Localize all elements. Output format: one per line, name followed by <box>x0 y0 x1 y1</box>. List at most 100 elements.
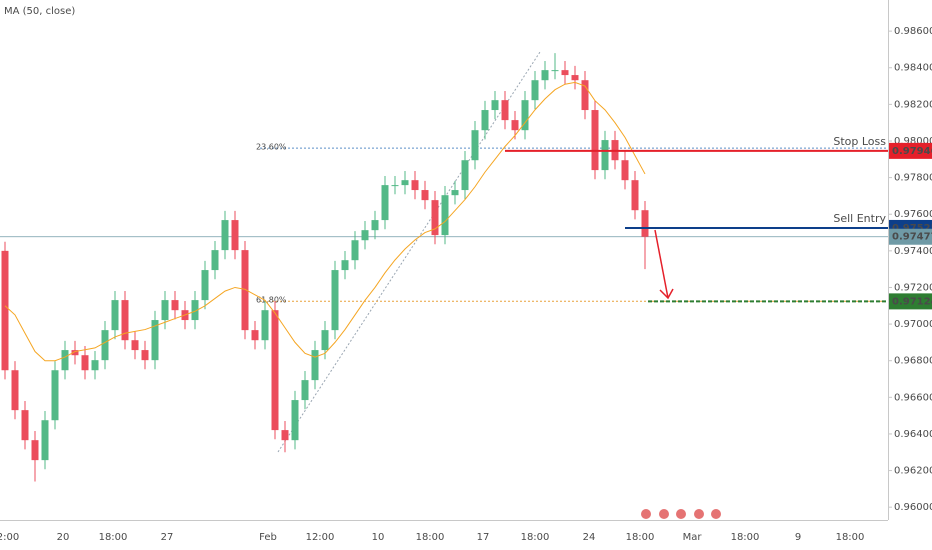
candle-body <box>101 330 109 361</box>
y-tick-label: 0.98200 <box>894 99 932 110</box>
candle-body <box>91 360 99 371</box>
candle-body <box>61 350 69 371</box>
x-tick-label: 12:00 <box>306 532 335 543</box>
candle-body <box>501 100 509 121</box>
candle-body <box>591 110 599 171</box>
ma-line <box>4 81 646 362</box>
price-tag-label: 0.97477 <box>892 232 932 243</box>
candle-body <box>441 195 449 236</box>
candle-body <box>161 300 169 321</box>
price-tag <box>889 142 932 159</box>
candle-body <box>341 260 349 271</box>
candle-body <box>71 350 79 356</box>
candle-body <box>421 190 429 201</box>
event-icons <box>641 509 721 519</box>
candle-body <box>291 400 299 441</box>
candle-body <box>401 180 409 186</box>
candle-body <box>351 240 359 261</box>
candle-body <box>371 220 379 231</box>
candle-body <box>431 200 439 236</box>
candle-body <box>281 430 289 441</box>
candle-body <box>571 75 579 81</box>
candle-body <box>11 370 19 411</box>
x-tick-label: 24 <box>583 532 596 543</box>
candle-body <box>561 70 569 76</box>
candle-body <box>21 410 29 441</box>
candle-body <box>81 355 89 371</box>
candle-body <box>221 220 229 251</box>
candle-body <box>241 250 249 331</box>
candle-body <box>511 120 519 131</box>
price-tag <box>889 293 932 310</box>
candle-body <box>201 270 209 301</box>
y-tick-label: 0.97000 <box>894 319 932 330</box>
candle-body <box>531 80 539 101</box>
candle-body <box>211 250 219 271</box>
x-tick-label: 17 <box>477 532 490 543</box>
candle-body <box>261 310 269 341</box>
fib-label: 61.80% <box>256 296 287 305</box>
candle-body <box>331 270 339 331</box>
level-name: Sell Entry <box>833 212 886 225</box>
y-tick-label: 0.98000 <box>894 136 932 147</box>
candle-body <box>541 70 549 81</box>
y-tick-label: 0.98400 <box>894 63 932 74</box>
candle-body <box>301 380 309 401</box>
plot: 23.60% 61.80% <box>0 51 888 482</box>
x-tick-label: 18:00 <box>836 532 865 543</box>
candle-body <box>231 220 239 251</box>
candle-body <box>461 160 469 191</box>
price-tag-label: 0.97525 <box>892 223 932 234</box>
x-tick-label: Mar <box>683 532 703 543</box>
candle-body <box>1 250 9 371</box>
candle-body <box>321 330 329 351</box>
x-tick-label: 18:00 <box>416 532 445 543</box>
x-tick-label: 18:00 <box>521 532 550 543</box>
candle-body <box>251 330 259 341</box>
candle-body <box>491 100 499 111</box>
level-name: Stop Loss <box>833 135 886 148</box>
y-tick-label: 0.97600 <box>894 209 932 220</box>
price-tag-label: 0.97124 <box>892 296 932 307</box>
y-tick-label: 0.96200 <box>894 466 932 477</box>
x-tick-label: 18:00 <box>626 532 655 543</box>
candle-body <box>171 300 179 311</box>
price-tag-label: 0.97946 <box>892 146 932 157</box>
fib-label: 23.60% <box>256 143 287 152</box>
price-tag <box>889 228 932 245</box>
candle-body <box>311 350 319 381</box>
indicator-label: MA (50, close) <box>4 6 75 17</box>
candle-body <box>31 440 39 461</box>
candle-body <box>471 130 479 161</box>
x-tick-label: 9 <box>795 532 801 543</box>
candle-body <box>381 185 389 221</box>
candle-body <box>121 300 129 341</box>
candle-body <box>51 370 59 421</box>
candle-body <box>581 80 589 111</box>
y-tick-label: 0.98600 <box>894 26 932 37</box>
y-tick-label: 0.97800 <box>894 173 932 184</box>
x-tick-label: 2:00 <box>0 532 19 543</box>
x-tick-label: Feb <box>259 532 277 543</box>
y-tick-label: 0.97400 <box>894 246 932 257</box>
candle-body <box>451 190 459 196</box>
y-tick-label: 0.96000 <box>894 502 932 513</box>
candle-body <box>521 100 529 131</box>
y-tick-label: 0.96400 <box>894 429 932 440</box>
candle-body <box>551 70 559 72</box>
candle-body <box>631 180 639 211</box>
candle-body <box>391 185 399 187</box>
candle-body <box>41 420 49 461</box>
x-tick-label: 27 <box>161 532 174 543</box>
candle-body <box>361 230 369 241</box>
candle-body <box>141 350 149 361</box>
candle-body <box>621 160 629 181</box>
candle-body <box>151 320 159 361</box>
arrow-head <box>659 288 674 300</box>
candle-body <box>481 110 489 131</box>
y-tick-label: 0.96600 <box>894 392 932 403</box>
x-tick-label: 18:00 <box>731 532 760 543</box>
x-tick-label: 18:00 <box>99 532 128 543</box>
